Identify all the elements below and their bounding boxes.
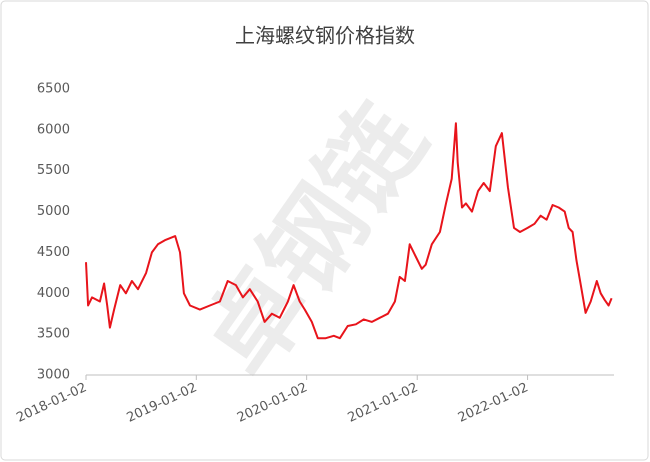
y-tick-label: 3000	[37, 368, 70, 383]
y-tick-label: 4500	[37, 245, 70, 260]
y-tick-label: 6000	[37, 122, 70, 137]
y-tick-label: 5000	[37, 204, 70, 219]
chart-title: 上海螺纹钢价格指数	[235, 24, 415, 48]
price-line	[85, 122, 613, 340]
y-tick-label: 5500	[37, 163, 70, 178]
y-tick-label: 6500	[37, 82, 70, 97]
y-tick-label: 3500	[37, 327, 70, 342]
y-tick-label: 4000	[37, 286, 70, 301]
